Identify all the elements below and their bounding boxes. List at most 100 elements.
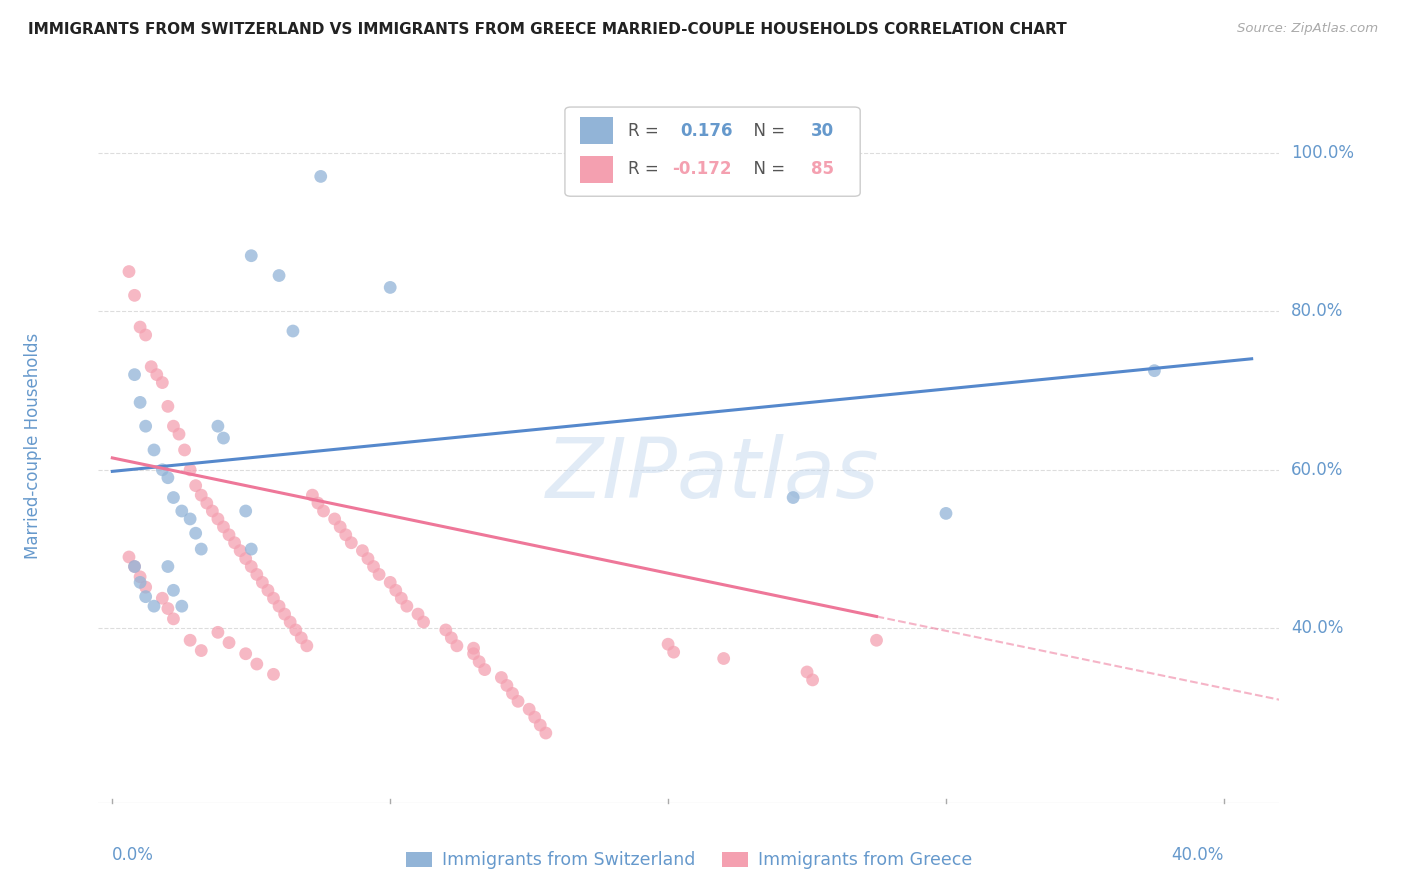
Point (463, 647, 485, 661)
Point (1143, 364, 1166, 378)
Point (129, 320, 152, 334)
Point (335, 528, 357, 542)
Point (434, 623, 457, 637)
Point (474, 663, 496, 677)
Point (517, 702, 540, 716)
Point (124, 559, 146, 574)
Point (190, 542, 212, 557)
Point (257, 583, 280, 598)
Text: N =: N = (744, 121, 790, 139)
Point (246, 567, 269, 582)
Point (150, 376, 173, 390)
Point (184, 526, 207, 541)
Point (329, 520, 352, 534)
Text: 0.0%: 0.0% (112, 846, 155, 863)
Point (312, 504, 335, 518)
Point (380, 575, 402, 590)
Point (156, 471, 179, 485)
Point (150, 591, 173, 606)
Point (301, 488, 323, 502)
Point (252, 575, 274, 590)
Point (162, 612, 184, 626)
Point (146, 368, 169, 382)
Point (307, 496, 329, 510)
Point (229, 543, 252, 558)
Point (412, 615, 434, 629)
Point (446, 639, 468, 653)
Point (865, 633, 887, 648)
Point (129, 570, 152, 584)
Text: -0.172: -0.172 (672, 161, 733, 178)
Point (935, 507, 957, 521)
Text: 60.0%: 60.0% (1291, 461, 1344, 479)
Point (118, 264, 141, 278)
Point (357, 551, 380, 566)
Point (167, 427, 190, 442)
Point (395, 599, 418, 614)
Point (162, 491, 184, 505)
Point (143, 599, 166, 614)
Point (235, 551, 257, 566)
Point (290, 631, 312, 645)
Point (240, 559, 263, 574)
Point (129, 575, 152, 590)
Point (267, 599, 290, 614)
Point (263, 591, 285, 606)
Point (129, 395, 152, 409)
Text: 100.0%: 100.0% (1291, 144, 1354, 161)
Point (440, 631, 463, 645)
Point (246, 657, 269, 671)
Point (491, 671, 513, 685)
Point (162, 419, 184, 434)
FancyBboxPatch shape (565, 107, 860, 196)
Point (190, 488, 212, 502)
Point (124, 288, 146, 302)
Point (179, 512, 201, 526)
Point (135, 419, 157, 434)
Text: Married-couple Households: Married-couple Households (24, 333, 42, 559)
Text: Source: ZipAtlas.com: Source: ZipAtlas.com (1237, 22, 1378, 36)
Legend: Immigrants from Switzerland, Immigrants from Greece: Immigrants from Switzerland, Immigrants … (399, 845, 979, 876)
Point (523, 710, 546, 724)
Point (662, 645, 685, 659)
Point (224, 535, 246, 549)
Point (179, 463, 201, 477)
Point (156, 601, 179, 615)
Point (156, 559, 179, 574)
Point (713, 651, 735, 665)
Point (143, 442, 166, 457)
Point (118, 549, 141, 564)
Point (796, 665, 818, 679)
Point (195, 496, 218, 510)
Point (170, 599, 193, 614)
Point (363, 559, 385, 574)
Text: 80.0%: 80.0% (1291, 302, 1344, 320)
Point (235, 504, 257, 518)
Text: N =: N = (744, 161, 790, 178)
Point (267, 268, 290, 283)
Point (179, 633, 201, 648)
Point (141, 359, 163, 374)
Point (352, 543, 374, 558)
Point (278, 615, 301, 629)
Point (190, 643, 212, 657)
Point (389, 591, 412, 606)
Point (218, 635, 240, 649)
Text: R =: R = (627, 161, 664, 178)
Point (162, 583, 184, 598)
Point (240, 542, 263, 557)
Point (135, 580, 157, 594)
Point (170, 504, 193, 518)
Text: 30: 30 (811, 121, 834, 139)
Point (534, 726, 557, 740)
Point (657, 637, 679, 651)
Point (212, 520, 235, 534)
Point (468, 655, 491, 669)
Text: R =: R = (627, 121, 664, 139)
Point (340, 535, 363, 549)
Point (173, 442, 195, 457)
Point (235, 647, 257, 661)
Point (263, 667, 285, 681)
Bar (581, 155, 613, 183)
Text: IMMIGRANTS FROM SWITZERLAND VS IMMIGRANTS FROM GREECE MARRIED-COUPLE HOUSEHOLDS : IMMIGRANTS FROM SWITZERLAND VS IMMIGRANT… (28, 22, 1067, 37)
